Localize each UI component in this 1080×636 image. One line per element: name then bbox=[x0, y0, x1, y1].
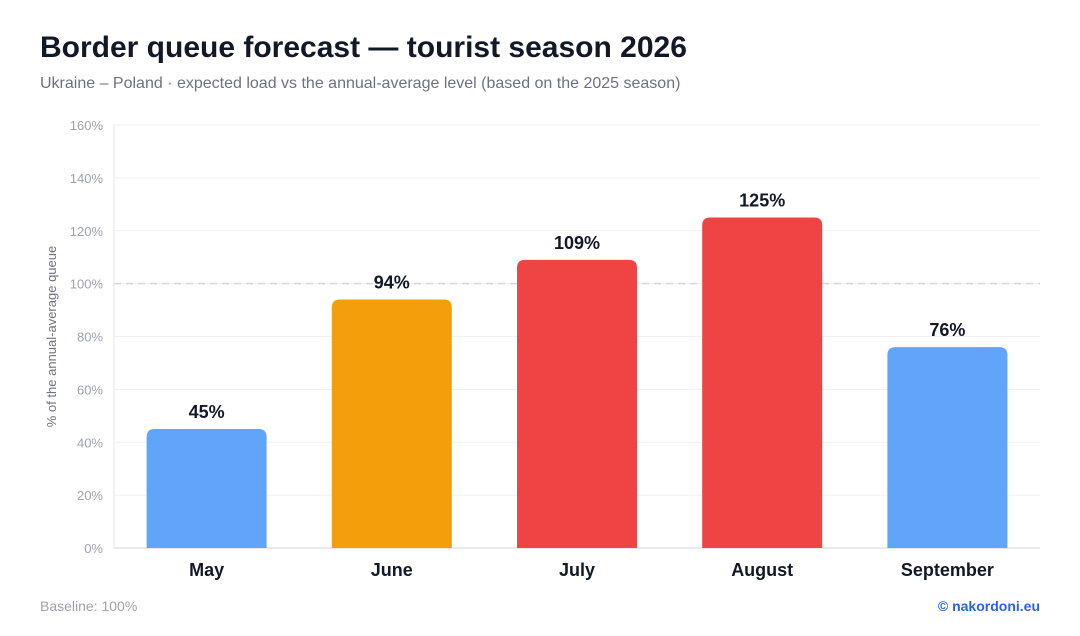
y-tick-label: 40% bbox=[77, 435, 103, 450]
y-tick-label: 20% bbox=[77, 488, 103, 503]
y-axis-label: % of the annual-average queue bbox=[44, 246, 59, 427]
bar-june bbox=[331, 299, 452, 548]
source-credit: © nakordoni.eu bbox=[937, 598, 1040, 614]
bar-value-label: 94% bbox=[374, 272, 410, 292]
y-tick-label: 80% bbox=[77, 330, 103, 345]
bar-july bbox=[517, 259, 637, 548]
bar-value-label: 45% bbox=[189, 402, 225, 422]
x-tick-label: July bbox=[559, 560, 595, 580]
y-tick-label: 160% bbox=[70, 118, 104, 133]
bar-value-label: 125% bbox=[739, 191, 785, 211]
y-tick-label: 60% bbox=[77, 382, 103, 397]
x-tick-label: June bbox=[371, 560, 413, 580]
bar-value-label: 109% bbox=[554, 233, 600, 253]
bar-august bbox=[702, 217, 823, 548]
baseline-note: Baseline: 100% bbox=[40, 598, 138, 614]
y-tick-label: 140% bbox=[70, 171, 104, 186]
y-tick-label: 100% bbox=[70, 277, 104, 292]
x-tick-label: September bbox=[901, 560, 994, 580]
bar-september bbox=[887, 347, 1008, 548]
y-tick-label: 0% bbox=[84, 541, 103, 556]
bar-value-label: 76% bbox=[929, 320, 965, 340]
chart-title: Border queue forecast — tourist season 2… bbox=[40, 31, 687, 64]
x-tick-label: August bbox=[731, 560, 793, 580]
bar-may bbox=[146, 429, 267, 548]
chart-subtitle: Ukraine – Poland · expected load vs the … bbox=[40, 75, 681, 92]
x-tick-label: May bbox=[189, 560, 224, 580]
y-tick-label: 120% bbox=[70, 224, 104, 239]
